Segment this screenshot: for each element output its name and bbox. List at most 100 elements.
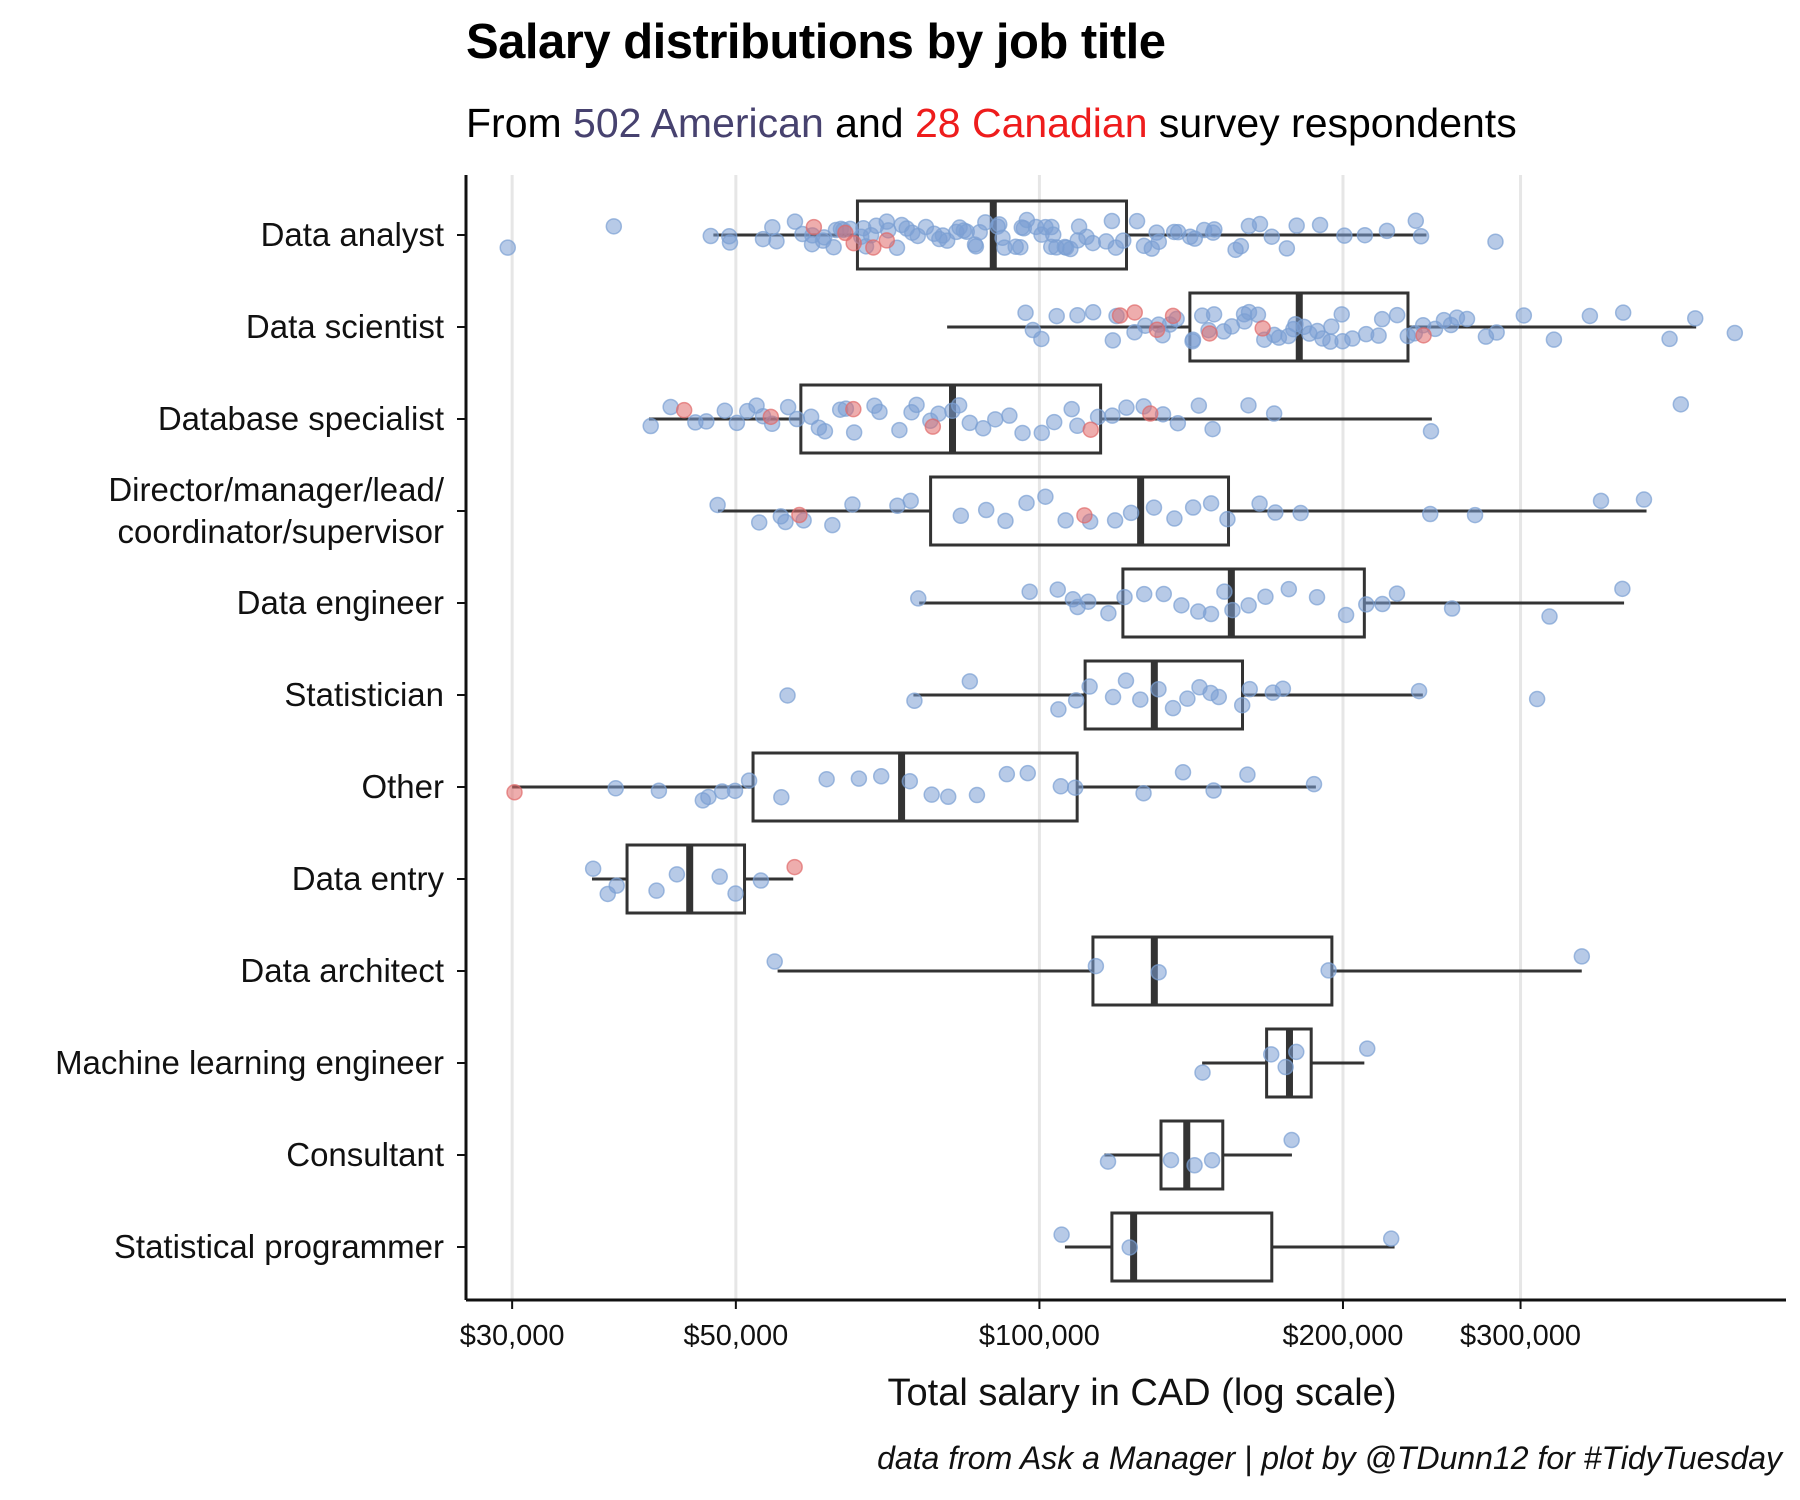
american-point bbox=[1128, 212, 1146, 230]
american-point bbox=[1184, 331, 1202, 349]
canadian-point bbox=[1148, 321, 1166, 338]
american-point bbox=[1202, 605, 1220, 623]
american-point bbox=[1205, 782, 1222, 799]
american-point bbox=[974, 419, 992, 437]
american-point bbox=[1014, 424, 1031, 442]
x-tick-label: $300,000 bbox=[1460, 1320, 1581, 1352]
american-point bbox=[1166, 510, 1183, 527]
american-point bbox=[824, 516, 841, 534]
american-point bbox=[1104, 332, 1122, 349]
canadian-point bbox=[1076, 507, 1093, 524]
american-point bbox=[728, 414, 746, 432]
category-label-line: Consultant bbox=[286, 1136, 444, 1173]
category-label: Statistical programmer bbox=[114, 1228, 444, 1265]
american-point bbox=[1528, 690, 1546, 708]
category-label: Data entry bbox=[292, 860, 445, 897]
american-point bbox=[1033, 424, 1051, 442]
american-point bbox=[1232, 237, 1250, 255]
american-point bbox=[1240, 397, 1257, 414]
canadian-point bbox=[845, 400, 862, 418]
american-point bbox=[1344, 330, 1361, 347]
american-point bbox=[764, 219, 781, 236]
american-point bbox=[845, 424, 863, 441]
american-point bbox=[1378, 222, 1396, 240]
american-point bbox=[1308, 588, 1326, 606]
american-point bbox=[752, 872, 770, 889]
category-label-line: Data scientist bbox=[246, 308, 444, 345]
american-point bbox=[1288, 1043, 1305, 1061]
category-label: Data scientist bbox=[246, 308, 444, 345]
american-point bbox=[768, 232, 785, 250]
category-label-line: Data engineer bbox=[237, 584, 444, 621]
american-point bbox=[1099, 1153, 1117, 1170]
american-point bbox=[1686, 310, 1704, 327]
american-point bbox=[1081, 678, 1098, 695]
american-point bbox=[815, 229, 833, 246]
american-point bbox=[1257, 588, 1274, 605]
american-point bbox=[1422, 422, 1440, 440]
american-point bbox=[1515, 307, 1533, 324]
subtitle-canadian-count: 28 Canadian bbox=[914, 100, 1148, 146]
american-point bbox=[698, 413, 715, 430]
american-point bbox=[1311, 216, 1329, 234]
american-point bbox=[726, 782, 744, 800]
american-point bbox=[968, 786, 986, 804]
american-point bbox=[1087, 957, 1105, 975]
american-point bbox=[716, 402, 734, 419]
axis-labels: $30,000 $50,000 $100,000 $200,000 $300,000 Da… bbox=[55, 216, 1581, 1352]
american-point bbox=[1382, 1230, 1400, 1247]
category-label: Data analyst bbox=[261, 216, 444, 253]
american-point bbox=[1280, 580, 1298, 598]
chart-title: Salary distributions by job title bbox=[466, 15, 1166, 69]
american-point bbox=[1277, 1058, 1294, 1076]
american-point bbox=[1057, 512, 1074, 529]
american-point bbox=[1370, 327, 1387, 344]
american-point bbox=[1162, 1151, 1180, 1169]
american-point bbox=[1292, 504, 1309, 522]
american-point bbox=[499, 239, 516, 256]
american-point bbox=[987, 411, 1004, 428]
american-point bbox=[1241, 680, 1258, 698]
american-point bbox=[1410, 682, 1428, 700]
american-point bbox=[642, 417, 659, 435]
american-point bbox=[1084, 304, 1102, 321]
american-point bbox=[1323, 318, 1340, 335]
american-point bbox=[1018, 494, 1035, 512]
american-point bbox=[788, 410, 806, 428]
chart-caption: data from Ask a Manager | plot by @TDunn… bbox=[877, 1440, 1782, 1476]
american-point bbox=[908, 396, 925, 414]
american-point bbox=[1661, 330, 1678, 348]
canadian-point bbox=[791, 506, 808, 524]
american-point bbox=[650, 782, 668, 799]
american-point bbox=[998, 765, 1016, 783]
boxplots bbox=[512, 199, 1697, 1283]
american-point bbox=[1358, 596, 1375, 613]
category-label-line: Data architect bbox=[240, 952, 444, 989]
american-point bbox=[906, 692, 923, 710]
american-point bbox=[1358, 1040, 1376, 1057]
subtitle-middle: and bbox=[823, 100, 915, 146]
american-point bbox=[1356, 226, 1374, 244]
canadian-point bbox=[1254, 320, 1271, 337]
american-point bbox=[844, 496, 861, 513]
x-tick-label: $50,000 bbox=[683, 1320, 788, 1352]
category-label: Database specialist bbox=[158, 400, 444, 437]
american-point bbox=[1267, 504, 1284, 521]
canadian-point bbox=[786, 858, 803, 876]
american-point bbox=[1150, 963, 1167, 981]
american-point bbox=[1205, 306, 1223, 323]
american-point bbox=[1184, 499, 1202, 516]
american-point bbox=[1150, 680, 1167, 698]
canadian-point bbox=[1201, 325, 1218, 342]
canadian-point bbox=[924, 418, 942, 435]
category-label: Data engineer bbox=[237, 584, 444, 621]
american-point bbox=[850, 770, 868, 787]
category-label-line: Other bbox=[361, 768, 444, 805]
american-point bbox=[1174, 764, 1192, 781]
american-point bbox=[786, 213, 804, 230]
canadian-point bbox=[865, 239, 882, 256]
american-point bbox=[952, 507, 970, 525]
american-point bbox=[818, 770, 835, 788]
american-point bbox=[1487, 233, 1504, 250]
american-point bbox=[1169, 414, 1187, 432]
